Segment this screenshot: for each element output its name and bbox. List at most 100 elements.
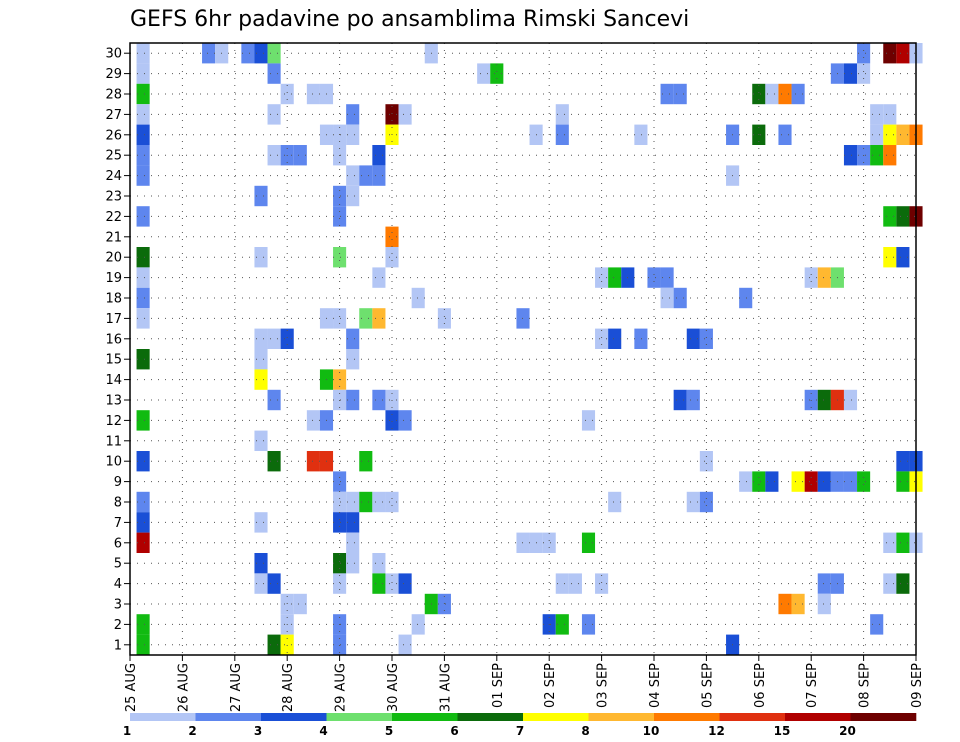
colorbar-label: 12 (708, 724, 725, 738)
heat-cell (254, 573, 268, 594)
heat-cell (490, 63, 504, 84)
heat-cell (254, 512, 268, 533)
y-tick-label: 5 (114, 557, 122, 572)
heat-cell (739, 287, 753, 309)
heat-cell (778, 593, 792, 615)
colorbar-label: 7 (516, 724, 524, 738)
heat-cell (791, 471, 805, 492)
heat-cell (359, 491, 373, 513)
heat-cell (870, 614, 884, 635)
heat-cell (136, 165, 150, 186)
colorbar-swatch (850, 713, 917, 721)
heat-cell (608, 267, 622, 288)
heat-cell (333, 491, 347, 513)
heat-cell (883, 532, 897, 553)
heat-cell (333, 471, 347, 492)
y-tick-label: 27 (105, 108, 122, 123)
heat-cell (372, 389, 386, 411)
heat-cell (843, 471, 858, 492)
heat-cell (883, 124, 897, 145)
heat-cell (202, 43, 216, 64)
heat-cell (333, 247, 347, 268)
y-tick-label: 7 (114, 516, 122, 531)
y-tick-label: 16 (105, 332, 122, 347)
heat-cell (359, 451, 373, 472)
heat-cell (136, 124, 150, 145)
heat-cell (136, 267, 150, 288)
heat-cell (346, 553, 360, 574)
heat-cell (346, 349, 360, 370)
heat-cell (306, 451, 320, 472)
heat-cell (634, 124, 648, 145)
y-axis: 1234567891011121314151617181920212223242… (105, 47, 130, 653)
heat-cell (595, 328, 609, 349)
y-tick-label: 25 (105, 149, 122, 164)
heat-cell (136, 83, 150, 105)
heat-cell (765, 471, 779, 492)
heat-cell (385, 226, 399, 247)
heat-cell (699, 328, 713, 349)
y-tick-label: 30 (105, 47, 122, 62)
heat-cell (778, 83, 792, 105)
heat-cell (817, 267, 831, 288)
heat-cell (752, 83, 766, 105)
heat-cell (555, 573, 569, 594)
heat-cell (817, 573, 831, 594)
heat-cell (870, 145, 884, 166)
heat-cell (254, 185, 268, 207)
y-tick-label: 9 (114, 475, 122, 490)
colorbar-label: 20 (839, 724, 856, 738)
heat-cell (372, 165, 386, 186)
heat-cell (372, 573, 386, 594)
heat-cell (136, 63, 150, 84)
heat-cell (359, 165, 373, 186)
heat-cell (660, 267, 674, 288)
grid-layer (130, 43, 916, 655)
heat-cell (477, 63, 491, 84)
heat-cell (857, 43, 871, 64)
heat-cell (739, 471, 753, 492)
colorbar-label: 1 (123, 724, 131, 738)
heat-cell (333, 185, 347, 207)
heat-cell (293, 145, 307, 166)
heat-cell (778, 124, 792, 145)
heat-cell (843, 145, 858, 166)
y-tick-label: 23 (105, 190, 122, 205)
colorbar-swatch (261, 713, 327, 721)
heat-cell (660, 83, 674, 105)
heat-cell (346, 512, 360, 533)
heat-cell (346, 532, 360, 553)
heat-cell (699, 491, 713, 513)
heat-cell (254, 349, 268, 370)
heat-cell (896, 532, 910, 553)
y-tick-label: 14 (105, 373, 122, 388)
heat-cell (241, 43, 255, 64)
heat-cell (608, 491, 622, 513)
heat-cell (398, 573, 412, 594)
colorbar: 1 2 3 4 5 6 7 8 10 12 15 20 (123, 713, 917, 738)
heat-cell (136, 614, 150, 635)
colorbar-label: 3 (254, 724, 262, 738)
heat-cell (752, 471, 766, 492)
heat-cell (555, 614, 569, 635)
heat-cell (542, 532, 556, 553)
colorbar-swatch (457, 713, 524, 721)
y-tick-label: 4 (114, 577, 122, 592)
heat-cell (385, 247, 399, 268)
x-tick-label: 01 SEP (491, 663, 506, 708)
y-tick-label: 20 (105, 251, 122, 266)
heat-cell (267, 328, 281, 349)
heat-cell (372, 145, 386, 166)
colorbar-swatch (130, 713, 196, 721)
heat-cell (673, 83, 687, 105)
x-tick-label: 28 AUG (281, 663, 296, 712)
heat-cell (411, 614, 425, 635)
heat-cell (896, 124, 910, 145)
heat-cell (843, 63, 858, 84)
colorbar-swatch (654, 713, 720, 721)
y-tick-label: 15 (105, 353, 122, 368)
heat-cell (346, 124, 360, 145)
heat-cell (136, 247, 150, 268)
